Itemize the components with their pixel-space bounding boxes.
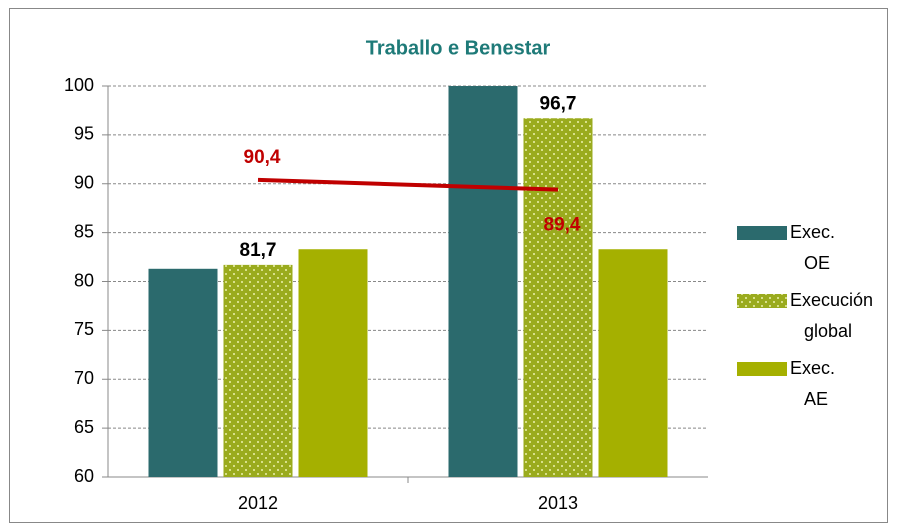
legend-label: Exec. AE bbox=[790, 358, 835, 409]
bar bbox=[448, 86, 518, 477]
data-label: 89,4 bbox=[544, 215, 581, 236]
y-tick-label: 65 bbox=[74, 417, 94, 437]
bar bbox=[223, 264, 293, 477]
y-tick-label: 80 bbox=[74, 270, 94, 290]
legend-label: Execución global bbox=[790, 290, 873, 341]
y-tick-label: 70 bbox=[74, 368, 94, 388]
data-label: 81,7 bbox=[240, 240, 277, 261]
x-tick-label: 2012 bbox=[238, 493, 278, 513]
bar bbox=[298, 249, 368, 477]
bar bbox=[598, 249, 668, 477]
y-tick-label: 85 bbox=[74, 221, 94, 241]
y-tick-label: 60 bbox=[74, 466, 94, 486]
y-tick-label: 90 bbox=[74, 173, 94, 193]
data-label: 90,4 bbox=[244, 147, 281, 168]
line bbox=[257, 177, 559, 192]
legend-swatch bbox=[737, 362, 787, 376]
y-tick-label: 95 bbox=[74, 124, 94, 144]
bar bbox=[523, 118, 593, 477]
bar bbox=[148, 268, 218, 477]
x-tick-label: 2013 bbox=[538, 493, 578, 513]
chart-title: Traballo e Benestar bbox=[366, 37, 551, 59]
y-tick-label: 75 bbox=[74, 319, 94, 339]
y-tick-label: 100 bbox=[64, 75, 94, 95]
data-label: 96,7 bbox=[540, 93, 577, 114]
legend-label: Exec. OE bbox=[790, 222, 835, 273]
legend-swatch bbox=[737, 294, 787, 308]
legend-swatch bbox=[737, 226, 787, 240]
